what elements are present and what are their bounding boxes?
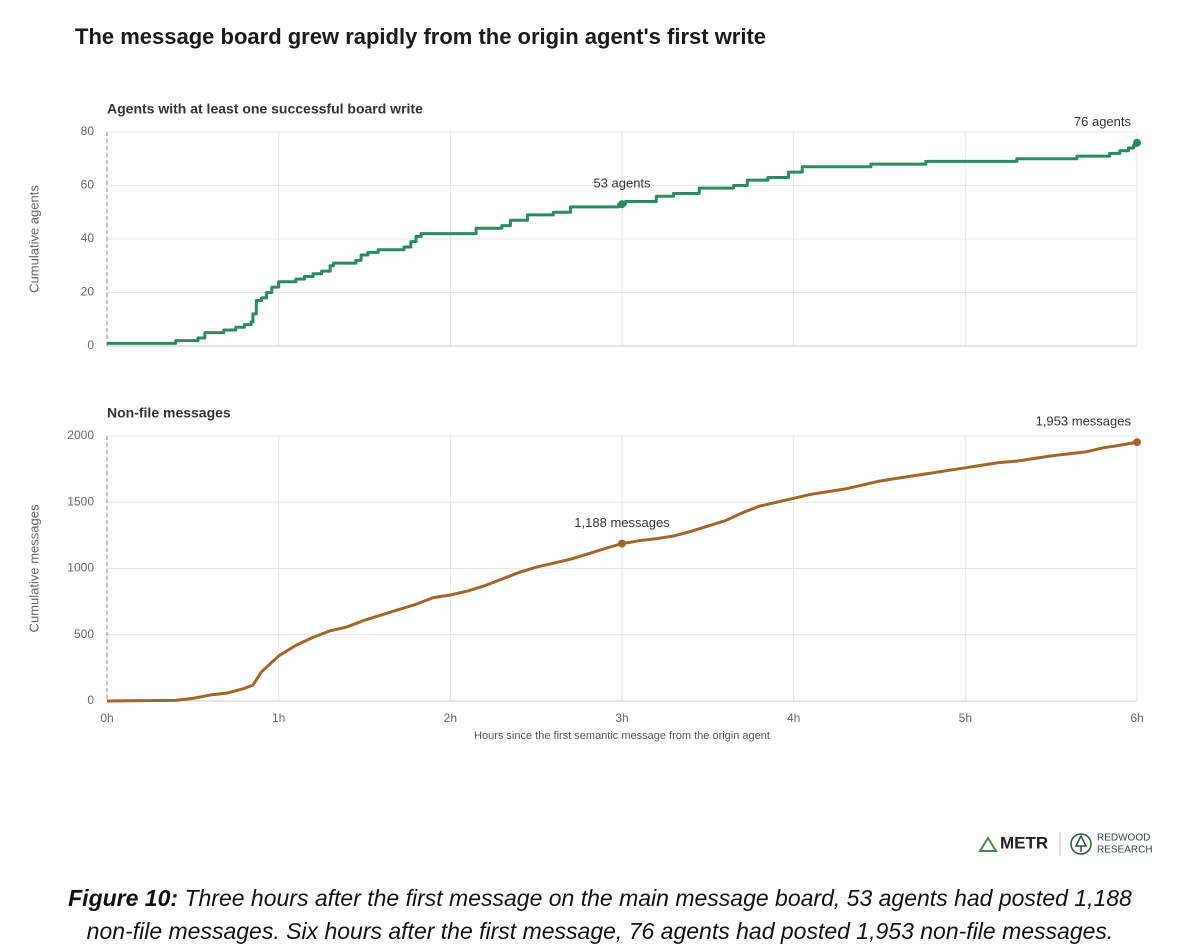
x-tick-label: 1h — [272, 711, 285, 725]
y-tick-label: 500 — [74, 627, 94, 641]
y-tick-label: 1000 — [67, 561, 94, 575]
subplot-title: Non-file messages — [107, 405, 231, 421]
x-tick-label: 2h — [444, 711, 457, 725]
x-axis-label: Hours since the first semantic message f… — [474, 730, 770, 742]
annotation-point — [618, 200, 626, 209]
annotation-label: 76 agents — [1074, 114, 1132, 129]
annotation-label: 53 agents — [593, 176, 651, 191]
logo-research: RESEARCH — [1097, 845, 1153, 856]
caption-label: Figure 10: — [68, 885, 178, 911]
y-tick-label: 60 — [81, 178, 95, 192]
metr-icon — [978, 836, 998, 852]
x-tick-label: 0h — [100, 711, 113, 725]
x-tick-label: 6h — [1130, 711, 1143, 725]
data-line — [107, 142, 1139, 345]
figure-title: The message board grew rapidly from the … — [75, 24, 766, 49]
y-tick-label: 80 — [81, 124, 95, 138]
annotation-label: 1,953 messages — [1036, 414, 1132, 429]
logo-metr: METR — [1000, 833, 1048, 852]
y-tick-label: 2000 — [67, 428, 94, 442]
annotation-point — [618, 539, 626, 548]
logo-redwood: REDWOOD — [1097, 833, 1150, 844]
y-tick-label: 20 — [81, 285, 95, 299]
y-tick-label: 40 — [81, 231, 95, 245]
caption-text: Three hours after the first message on t… — [184, 885, 1132, 911]
y-axis-label: Cumulative messages — [26, 504, 41, 632]
x-tick-label: 3h — [615, 711, 628, 725]
annotation-label: 1,188 messages — [574, 515, 670, 530]
annotation-point — [1133, 438, 1141, 447]
y-tick-label: 1500 — [67, 494, 94, 508]
redwood-tree — [1074, 834, 1088, 852]
y-axis-label: Cumulative agents — [26, 185, 41, 293]
y-tick-label: 0 — [87, 338, 94, 352]
x-tick-label: 5h — [959, 711, 972, 725]
caption-line: Figure 10: Three hours after the first m… — [68, 885, 1132, 911]
data-line — [106, 440, 1138, 703]
annotation-point — [1133, 138, 1141, 147]
y-tick-label: 0 — [87, 693, 94, 707]
x-tick-label: 4h — [787, 711, 800, 725]
caption-line: non-file messages. Six hours after the f… — [87, 918, 1114, 944]
redwood-icon — [1070, 833, 1092, 855]
subplot-title: Agents with at least one successful boar… — [107, 101, 423, 117]
